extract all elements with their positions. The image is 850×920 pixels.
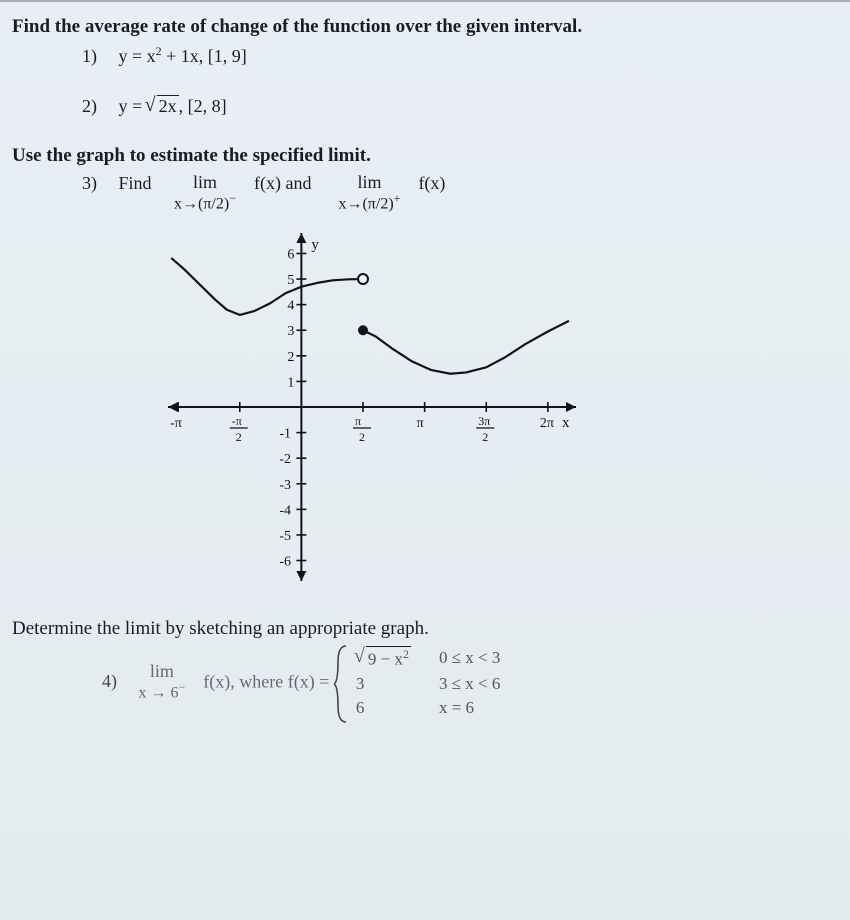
pw-row2-lhs: 3 <box>352 672 435 696</box>
pw-row1-rhs: 0 ≤ x < 3 <box>435 644 524 672</box>
worksheet-page: Find the average rate of change of the f… <box>0 0 850 920</box>
svg-text:x: x <box>562 415 570 431</box>
svg-text:2: 2 <box>236 430 242 444</box>
p4-lim-bot-a: x → 6 <box>139 684 179 701</box>
problem-4: 4) lim x → 6− f(x), where f(x) = 9 − x2 … <box>102 644 838 720</box>
pw1-rad: 9 − x2 <box>366 646 411 670</box>
svg-text:π: π <box>355 414 361 428</box>
svg-text:1: 1 <box>287 375 294 390</box>
p3-fx2: f(x) <box>418 173 445 193</box>
p4-lim-sup: − <box>179 680 186 694</box>
svg-text:-3: -3 <box>279 478 291 493</box>
svg-text:π: π <box>417 416 424 431</box>
svg-text:-4: -4 <box>279 503 291 518</box>
svg-text:-π: -π <box>170 416 182 431</box>
svg-text:2: 2 <box>287 350 294 365</box>
p2-eq-pre: y = <box>119 96 147 116</box>
p4-lim-bot: x → 6− <box>139 681 186 702</box>
problem-3: 3) Find lim x→(π/2)− f(x) and lim x→(π/2… <box>82 173 838 213</box>
p3-graph: -6-5-4-3-2-1123456-π-π2π2π3π22πxy <box>162 227 838 592</box>
left-brace-icon <box>334 644 348 724</box>
p3-lim-right: lim x→(π/2)+ <box>338 173 400 213</box>
piecewise-table: 9 − x2 0 ≤ x < 3 3 3 ≤ x < 6 6 x = 6 <box>352 644 525 720</box>
svg-text:-1: -1 <box>279 427 291 442</box>
svg-text:-π: -π <box>232 414 242 428</box>
p3-lim-left: lim x→(π/2)− <box>174 173 236 213</box>
p2-eq-post: , [2, 8] <box>179 96 227 116</box>
table-row: 9 − x2 0 ≤ x < 3 <box>352 644 525 672</box>
p3-lim2-top: lim <box>338 173 400 192</box>
section2-heading: Use the graph to estimate the specified … <box>12 145 838 167</box>
svg-text:5: 5 <box>287 273 294 288</box>
pw-row1-lhs: 9 − x2 <box>352 644 435 672</box>
pw1-rad-exp: 2 <box>403 647 409 661</box>
p3-lim2-bot: x→(π/2)+ <box>338 192 400 213</box>
svg-text:-2: -2 <box>279 452 291 467</box>
limit-graph-svg: -6-5-4-3-2-1123456-π-π2π2π3π22πxy <box>162 227 582 587</box>
p4-lim: lim x → 6− <box>139 662 186 702</box>
p4-mid: f(x), where f(x) = <box>203 671 334 691</box>
pw-row2-rhs: 3 ≤ x < 6 <box>435 672 524 696</box>
p1-eq-pre: y = x <box>119 46 156 66</box>
problem-3-number: 3) <box>82 173 114 194</box>
problem-2-number: 2) <box>82 96 114 117</box>
svg-text:2: 2 <box>482 430 488 444</box>
svg-text:4: 4 <box>287 299 294 314</box>
svg-text:y: y <box>311 237 319 253</box>
svg-text:-6: -6 <box>279 555 291 570</box>
p3-find: Find <box>119 173 152 193</box>
p4-lim-top: lim <box>139 662 186 681</box>
svg-text:-5: -5 <box>279 529 291 544</box>
p3-lim1-sup: − <box>229 191 236 205</box>
problem-4-number: 4) <box>102 671 134 692</box>
p3-lim1-top: lim <box>174 173 236 192</box>
p3-lim2-sup: + <box>394 191 401 205</box>
svg-text:2: 2 <box>359 430 365 444</box>
p1-eq-post: + 1x, [1, 9] <box>162 46 247 66</box>
section3: Determine the limit by sketching an appr… <box>12 618 838 720</box>
svg-text:6: 6 <box>287 247 294 262</box>
problem-2: 2) y = 2x, [2, 8] <box>82 95 838 117</box>
p2-radical: 2x <box>157 95 179 117</box>
p3-fx-and: f(x) and <box>254 173 311 193</box>
pw1-rad-inner: 9 − x <box>368 650 403 669</box>
section3-heading: Determine the limit by sketching an appr… <box>12 618 838 640</box>
pw-row3-rhs: x = 6 <box>435 696 524 720</box>
p3-lim1-bot-a: x→(π/2) <box>174 195 229 212</box>
svg-text:3π: 3π <box>478 414 490 428</box>
problem-1-number: 1) <box>82 46 114 67</box>
p3-lim1-bot: x→(π/2)− <box>174 192 236 213</box>
problem-1: 1) y = x2 + 1x, [1, 9] <box>82 44 838 67</box>
svg-text:2π: 2π <box>540 416 554 431</box>
p4-piecewise: 9 − x2 0 ≤ x < 3 3 3 ≤ x < 6 6 x = 6 <box>334 644 525 720</box>
p3-lim2-bot-a: x→(π/2) <box>338 195 393 212</box>
section1-heading: Find the average rate of change of the f… <box>12 16 838 38</box>
pw-row3-lhs: 6 <box>352 696 435 720</box>
table-row: 3 3 ≤ x < 6 <box>352 672 525 696</box>
table-row: 6 x = 6 <box>352 696 525 720</box>
svg-text:3: 3 <box>287 324 294 339</box>
